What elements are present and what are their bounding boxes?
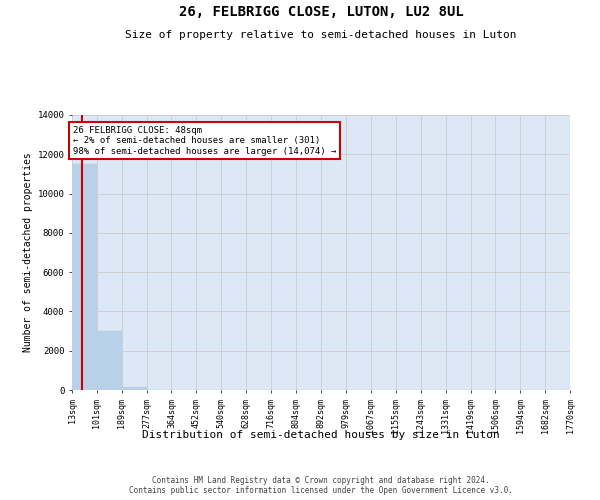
Text: Distribution of semi-detached houses by size in Luton: Distribution of semi-detached houses by … — [142, 430, 500, 440]
Bar — [72, 164, 97, 390]
Text: 26, FELBRIGG CLOSE, LUTON, LU2 8UL: 26, FELBRIGG CLOSE, LUTON, LU2 8UL — [179, 5, 463, 19]
Y-axis label: Number of semi-detached properties: Number of semi-detached properties — [23, 152, 34, 352]
Text: 26 FELBRIGG CLOSE: 48sqm
← 2% of semi-detached houses are smaller (301)
98% of s: 26 FELBRIGG CLOSE: 48sqm ← 2% of semi-de… — [73, 126, 336, 156]
Bar — [122, 387, 147, 390]
Text: Contains HM Land Registry data © Crown copyright and database right 2024.
Contai: Contains HM Land Registry data © Crown c… — [129, 476, 513, 495]
Bar — [97, 331, 122, 390]
Text: Size of property relative to semi-detached houses in Luton: Size of property relative to semi-detach… — [125, 30, 517, 40]
